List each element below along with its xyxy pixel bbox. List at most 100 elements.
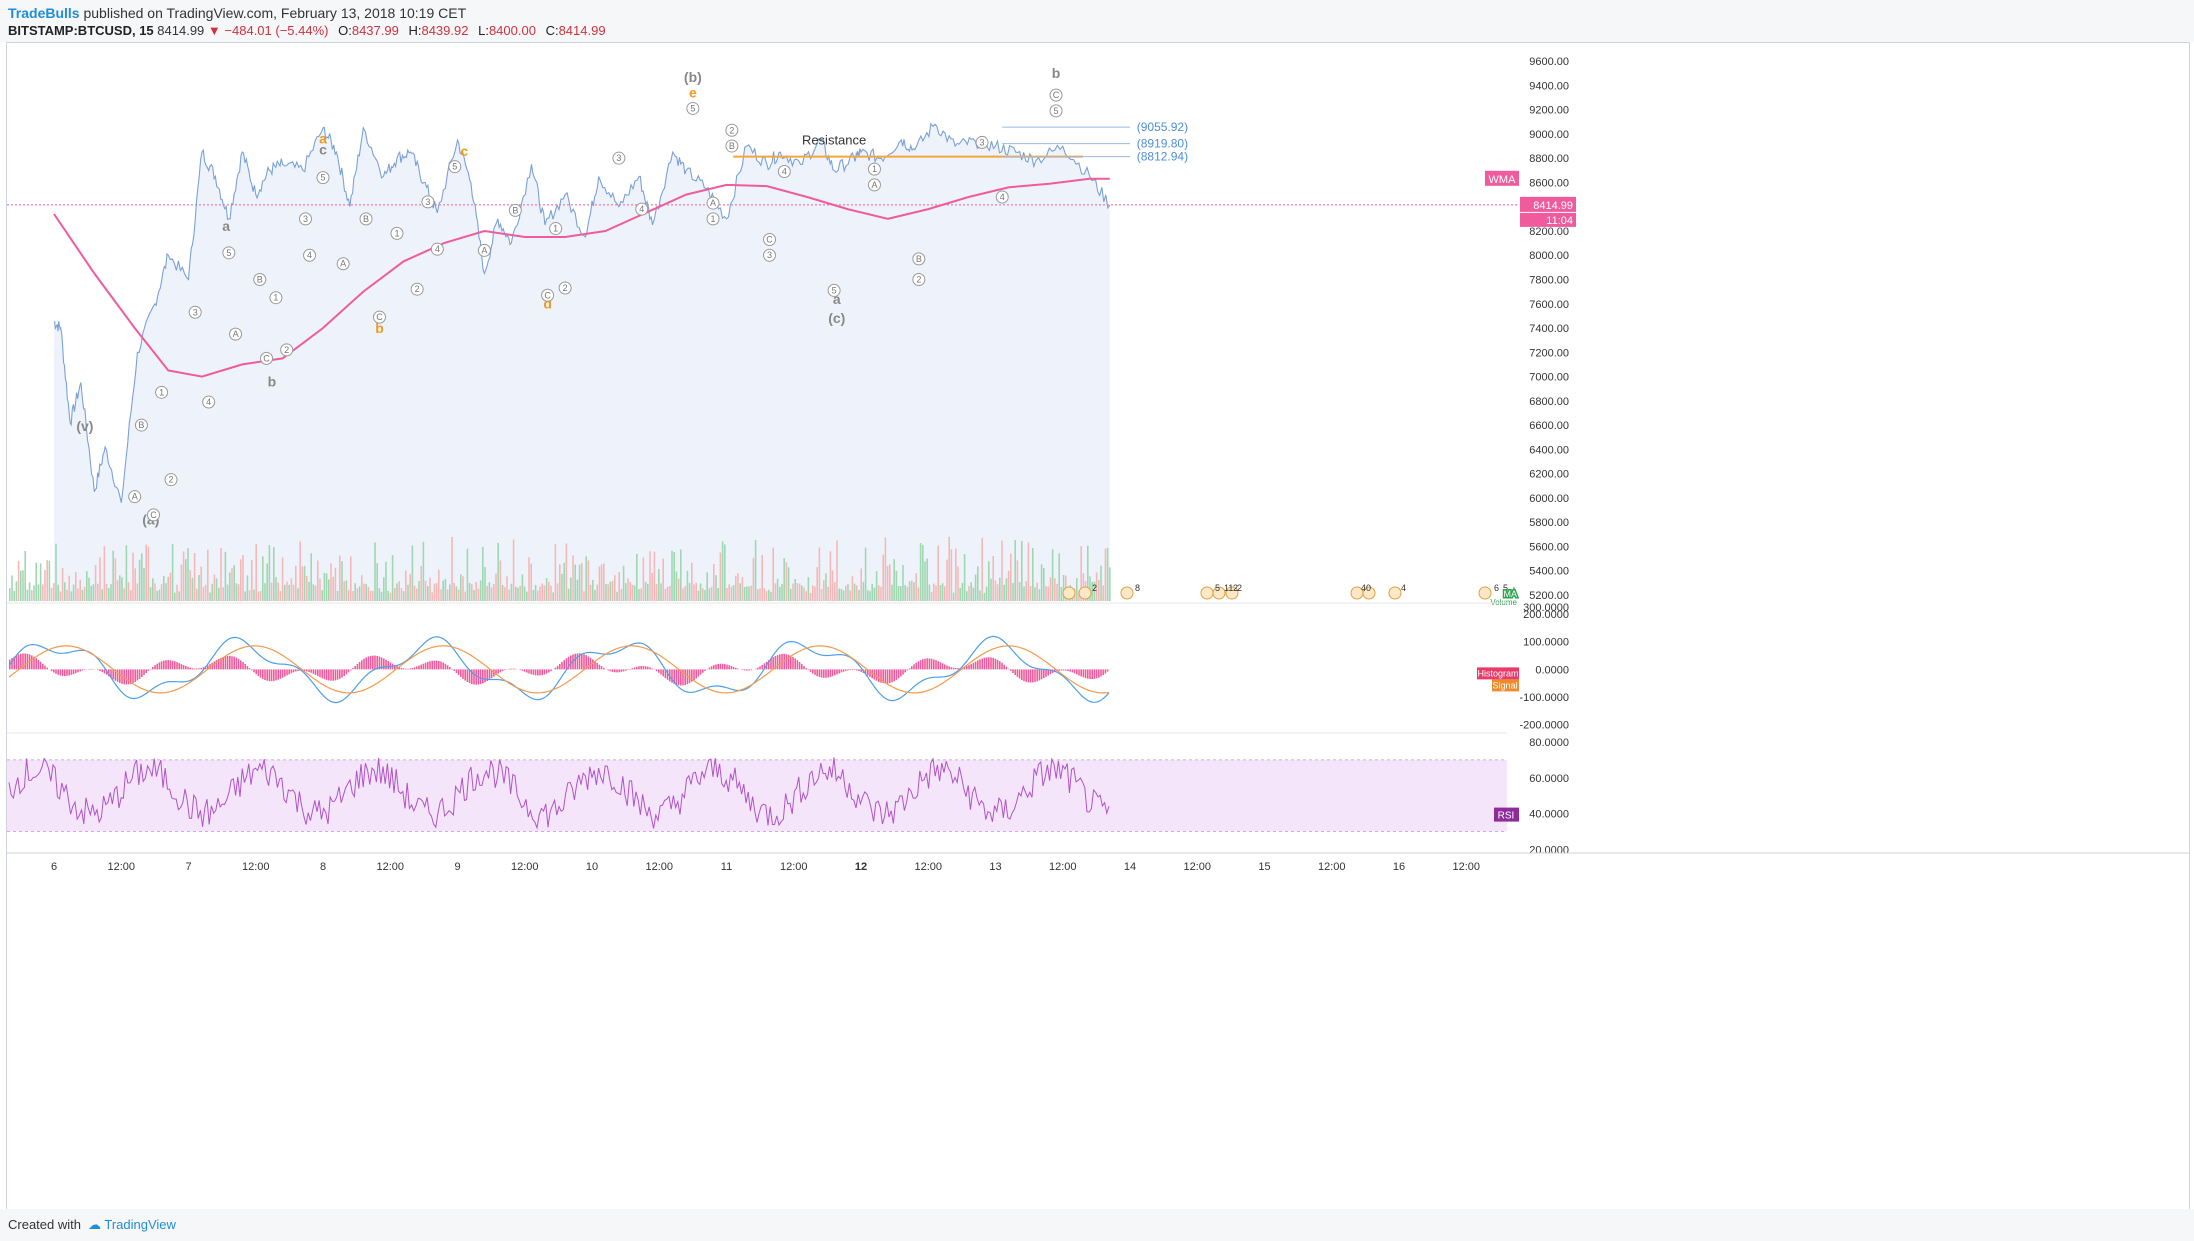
volume-bar (963, 554, 966, 601)
volume-bar (926, 558, 928, 601)
price-tick-label: 5400.00 (1529, 566, 1569, 578)
histogram-bar (446, 665, 449, 670)
volume-bar (829, 551, 832, 601)
volume-bar (471, 584, 473, 601)
volume-bar (237, 584, 240, 601)
countdown-text: 11:04 (1546, 215, 1573, 227)
histogram-bar (759, 666, 761, 670)
chart-area[interactable]: 9600.00 9400.00 9200.00 9000.00 8800.00 8600.… (6, 42, 2190, 1210)
histogram-bar (435, 660, 438, 670)
volume-bar (20, 570, 22, 601)
histogram-bar (915, 662, 917, 670)
volume-bar (233, 565, 235, 601)
volume-bar (411, 545, 414, 601)
wave-circle (280, 343, 294, 357)
volume-bar (200, 566, 202, 601)
wave-circle-text: C (544, 290, 551, 300)
tradingview-logo[interactable]: ☁ TradingView (88, 1217, 176, 1232)
volume-bar (299, 541, 301, 601)
volume-bar (523, 586, 526, 601)
chart-canvas[interactable]: 9600.00 9400.00 9200.00 9000.00 8800.00 8600.… (7, 43, 2189, 1209)
histogram-bar (682, 669, 684, 686)
wave-circle (706, 196, 720, 210)
histogram-bar (891, 669, 893, 683)
economic-event-count: 11 (1224, 583, 1233, 593)
histogram-bar (196, 668, 198, 670)
histogram-bar (869, 669, 871, 677)
histogram-bar (510, 668, 513, 670)
price-tick-label: 8200.00 (1529, 226, 1569, 238)
histogram-bar (1095, 669, 1098, 679)
histogram-bar (1023, 669, 1025, 682)
histogram-bar (167, 660, 169, 670)
histogram-bar (556, 665, 559, 670)
volume-bar (768, 589, 770, 601)
histogram-bar (948, 666, 950, 670)
histogram-bar (807, 669, 810, 671)
histogram-bar (460, 669, 462, 677)
histogram-bar (39, 661, 42, 670)
wave-circle-label: C (372, 310, 386, 324)
volume-bar (959, 588, 961, 601)
volume-bar (97, 583, 99, 601)
histogram-bar (444, 663, 447, 670)
volume-bar (1012, 582, 1014, 601)
wave-circle-text: 3 (767, 250, 772, 260)
histogram-bar (774, 656, 777, 670)
volume-bar (545, 578, 548, 601)
histogram-bar (587, 656, 590, 670)
volume-bar (1106, 547, 1109, 601)
publisher-name[interactable]: TradeBulls (8, 5, 80, 21)
down-arrow-icon: ▼ (207, 23, 221, 38)
histogram-bar (867, 669, 869, 676)
volume-bar (409, 573, 411, 601)
histogram-bar (112, 669, 114, 680)
histogram-bar (911, 666, 913, 670)
histogram-bar (455, 669, 458, 673)
wave-circle-text: 2 (169, 475, 174, 485)
volume-bar (849, 590, 851, 601)
volume-bar (889, 564, 891, 601)
histogram-bar (378, 656, 381, 670)
volume-bar (752, 557, 755, 601)
volume-bar (59, 591, 62, 601)
histogram-bar (697, 669, 700, 677)
wave-label: b (1052, 65, 1061, 81)
economic-event-count: 8 (1135, 583, 1140, 593)
histogram-bar (231, 656, 233, 670)
volume-bar (1102, 585, 1104, 601)
volume-bar (664, 588, 667, 601)
volume-bar (684, 586, 686, 601)
histogram-bar (20, 653, 22, 670)
volume-bar (475, 581, 477, 601)
histogram-bar (1032, 669, 1034, 683)
histogram-tag (1477, 667, 1519, 680)
histogram-bar (22, 653, 24, 670)
volume-bar (90, 585, 92, 601)
histogram-bar (389, 662, 392, 670)
histogram-bar (741, 669, 744, 670)
volume-bar (345, 580, 348, 601)
volume-bar (209, 592, 211, 601)
histogram-bar (264, 669, 266, 680)
wave-circle-text: 4 (1000, 192, 1005, 202)
wave-circle (155, 385, 169, 399)
volume-bar (647, 583, 649, 601)
volume-bar (660, 583, 662, 601)
volume-ma-tag: MA (1504, 589, 1518, 599)
volume-bar (156, 590, 158, 601)
histogram-bar (713, 665, 715, 670)
volume-bar (171, 544, 174, 601)
volume-bar (743, 587, 746, 601)
histogram-bar (1040, 669, 1043, 680)
volume-bar (297, 588, 299, 601)
volume-bar (204, 584, 207, 601)
histogram-bar (1010, 669, 1012, 671)
histogram-bar (611, 669, 614, 672)
histogram-bar (607, 669, 609, 671)
volume-bar (167, 576, 169, 601)
tradingview-logo-text: TradingView (104, 1217, 176, 1232)
time-tick-label: 7 (185, 861, 191, 873)
histogram-bar (1027, 669, 1030, 683)
volume-bar (801, 585, 803, 601)
